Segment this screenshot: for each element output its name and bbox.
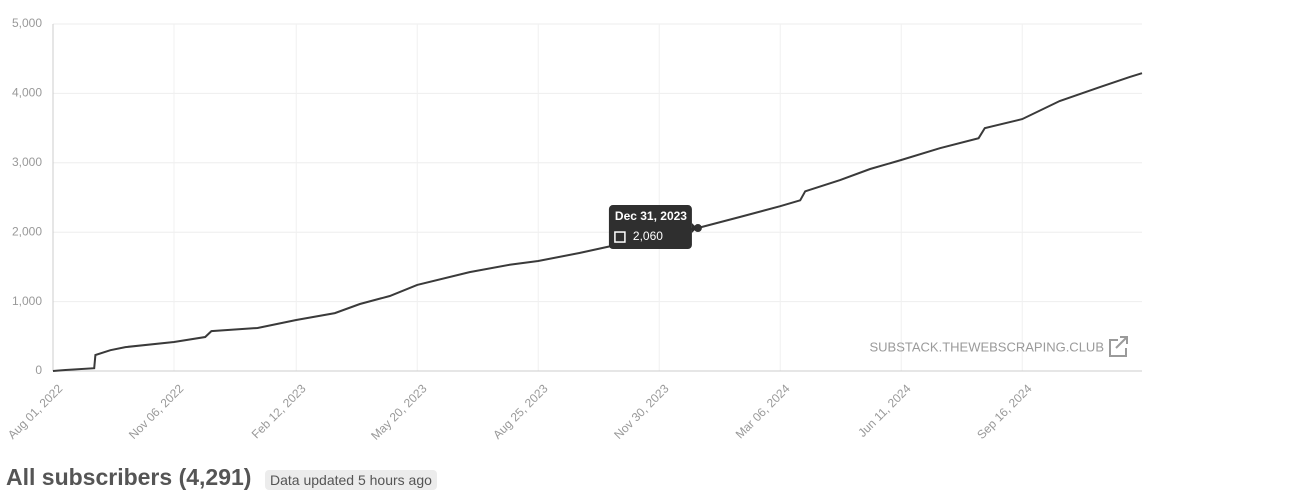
x-tick-label: Nov 06, 2022 — [126, 381, 187, 442]
x-tick-label: Mar 06, 2024 — [733, 381, 793, 441]
chart-title: All subscribers (4,291) — [6, 464, 252, 490]
x-tick-label: Aug 01, 2022 — [5, 381, 66, 442]
tooltip-swatch — [614, 231, 626, 243]
x-tick-label: Feb 12, 2023 — [249, 381, 309, 441]
x-tick-label: May 20, 2023 — [368, 381, 430, 443]
x-tick-label: Sep 16, 2024 — [974, 381, 1035, 442]
watermark[interactable]: SUBSTACK.THEWEBSCRAPING.CLUB — [869, 339, 1104, 354]
tooltip-date: Dec 31, 2023 — [615, 209, 687, 223]
y-tick-label: 1,000 — [12, 294, 42, 308]
x-tick-label: Aug 25, 2023 — [490, 381, 551, 442]
y-tick-label: 2,000 — [12, 224, 42, 238]
line-series — [52, 72, 1143, 372]
y-tick-label: 3,000 — [12, 155, 42, 169]
tooltip-arrow — [691, 223, 697, 234]
external-link-icon[interactable] — [1109, 336, 1128, 357]
x-tick-label: Jun 11, 2024 — [855, 381, 914, 440]
x-tick-label: Nov 30, 2023 — [611, 381, 672, 442]
chart: 0 1,000 2,000 3,000 4,000 5,000 Aug 01, 2022 No… — [5, 16, 1143, 443]
tooltip-value: 2,060 — [633, 229, 663, 243]
y-tick-label: 4,000 — [12, 86, 42, 100]
hover-point — [693, 224, 702, 233]
tooltip-box — [608, 205, 692, 250]
y-tick-label: 0 — [35, 363, 42, 377]
y-tick-label: 5,000 — [12, 16, 42, 30]
update-badge: Data updated 5 hours ago — [265, 470, 437, 490]
